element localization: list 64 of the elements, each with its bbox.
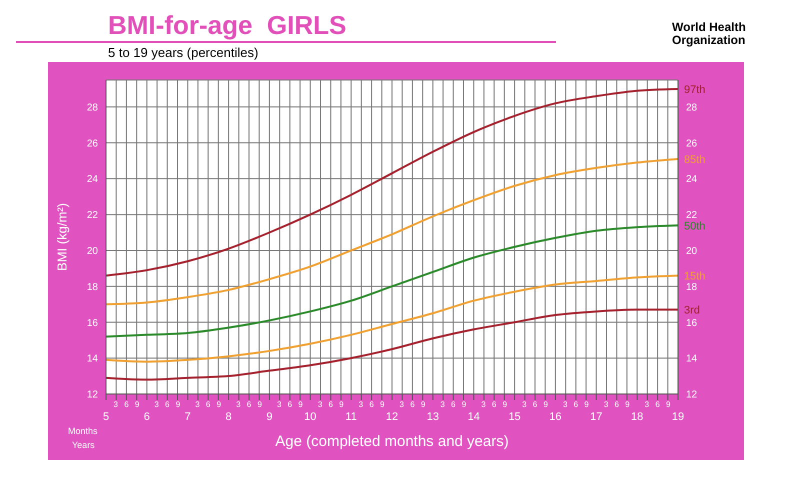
x-tick-label: 18: [631, 411, 644, 423]
text: Years: [72, 440, 95, 450]
text: 3 6 9: [114, 400, 140, 409]
text: 3 6 9: [522, 400, 548, 409]
x-tick-label: 9: [266, 411, 272, 423]
series-label: 50th: [684, 220, 706, 232]
x-tick-label: 6: [144, 411, 150, 423]
text: 3 6 9: [481, 400, 508, 409]
y-tick-label: 26: [86, 138, 98, 150]
line-series: [106, 308, 678, 381]
y2-tick-label: 26: [686, 138, 698, 150]
y-tick-label: 16: [86, 318, 98, 329]
y-tick-label: 14: [86, 354, 98, 365]
x-tick-label: 19: [672, 411, 684, 423]
series-label: 3rd: [684, 304, 700, 317]
text: 3 6 9: [440, 400, 466, 409]
y2-tick-label: 18: [686, 282, 698, 293]
text: 3 6 9: [562, 400, 589, 409]
x-tick-label: 15: [508, 411, 521, 423]
x-tick-label: 12: [386, 411, 398, 423]
text: 3 6 9: [236, 400, 262, 409]
y-tick-label: 22: [86, 210, 98, 222]
x-tick-label: 5: [102, 411, 110, 423]
line-series: [106, 158, 678, 306]
text: 3 6 9: [318, 400, 344, 409]
line-series: [106, 274, 678, 363]
y2-tick-label: 28: [686, 102, 698, 114]
y2-tick-label: 24: [686, 174, 698, 186]
text: 3 6 9: [400, 400, 426, 409]
text: 3 6 9: [195, 400, 222, 409]
chart-subtitle: 5 to 19 years (percentiles): [108, 45, 258, 60]
y-tick-label: 12: [86, 390, 98, 401]
y2-tick-label: 20: [686, 246, 698, 258]
x-tick-label: 10: [304, 411, 316, 423]
line-series: [106, 88, 678, 277]
y2-tick-label: 14: [686, 354, 698, 365]
y-axis-title: BMI (kg/m²): [54, 203, 70, 271]
x-tick-label: 17: [590, 411, 602, 423]
series-label: 15th: [684, 270, 706, 283]
x-tick-label: 7: [184, 411, 191, 423]
x-tick-label: 14: [468, 411, 480, 423]
x-tick-label: 13: [426, 411, 439, 423]
y2-tick-label: 12: [686, 390, 698, 401]
line-series: [106, 224, 678, 338]
text: 3 6 9: [644, 400, 670, 409]
x-axis-title: Age (completed months and years): [275, 433, 509, 450]
y2-tick-label: 16: [686, 318, 698, 329]
chart-title: BMI-for-age GIRLS: [108, 10, 346, 41]
x-tick-label: 8: [226, 411, 232, 423]
x-tick-label: 16: [549, 411, 562, 423]
series-label: 85th: [684, 154, 706, 166]
y-tick-label: 20: [86, 246, 98, 258]
y-tick-label: 18: [86, 282, 98, 293]
text: 3 6 9: [154, 400, 180, 409]
text: 3 6 9: [358, 400, 384, 409]
x-tick-label: 11: [345, 411, 357, 423]
text: 3 6 9: [276, 400, 303, 409]
y2-tick-label: 22: [686, 210, 698, 222]
series-label: 97th: [684, 84, 706, 96]
text: Months: [68, 426, 98, 436]
text: World Health Organization: [672, 20, 747, 47]
y-tick-label: 24: [86, 174, 98, 186]
text: 3 6 9: [604, 400, 630, 409]
y-tick-label: 28: [86, 102, 98, 114]
